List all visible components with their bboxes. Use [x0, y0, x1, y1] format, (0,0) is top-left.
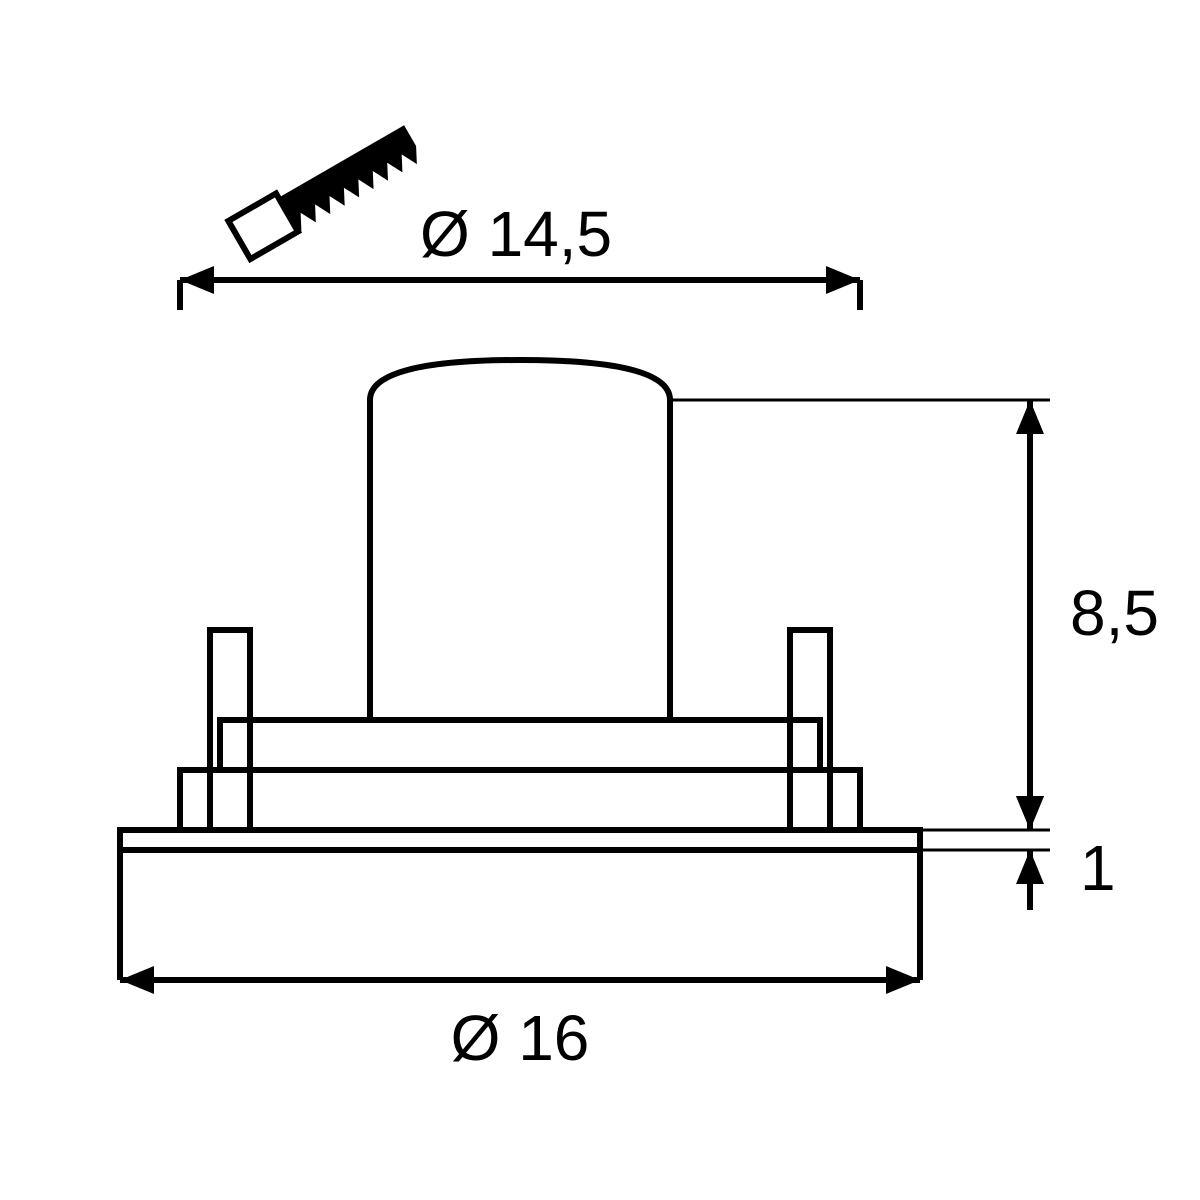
- outer-diameter-label: Ø 16: [451, 1002, 590, 1074]
- cutout-diameter-label: Ø 14,5: [420, 198, 612, 270]
- dimension-drawing: Ø 14,5 Ø 16 8,5 1: [0, 0, 1200, 1200]
- fixture-outline: [120, 360, 920, 850]
- dimension-lines: [120, 266, 1050, 994]
- height-label: 8,5: [1070, 577, 1159, 649]
- holesaw-icon: [228, 125, 424, 259]
- flange-thickness-label: 1: [1080, 832, 1116, 904]
